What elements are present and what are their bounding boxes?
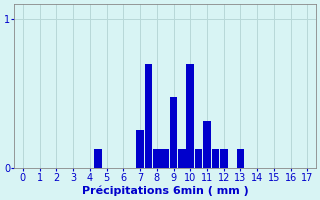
X-axis label: Précipitations 6min ( mm ): Précipitations 6min ( mm ) <box>82 185 249 196</box>
Bar <box>195 149 202 168</box>
Bar <box>94 149 102 168</box>
Bar <box>170 97 177 168</box>
Bar <box>237 149 244 168</box>
Bar <box>178 149 186 168</box>
Bar <box>145 64 152 168</box>
Bar <box>187 64 194 168</box>
Bar <box>220 149 228 168</box>
Bar <box>203 121 211 168</box>
Bar <box>136 130 144 168</box>
Bar <box>161 149 169 168</box>
Bar <box>212 149 219 168</box>
Bar <box>153 149 161 168</box>
